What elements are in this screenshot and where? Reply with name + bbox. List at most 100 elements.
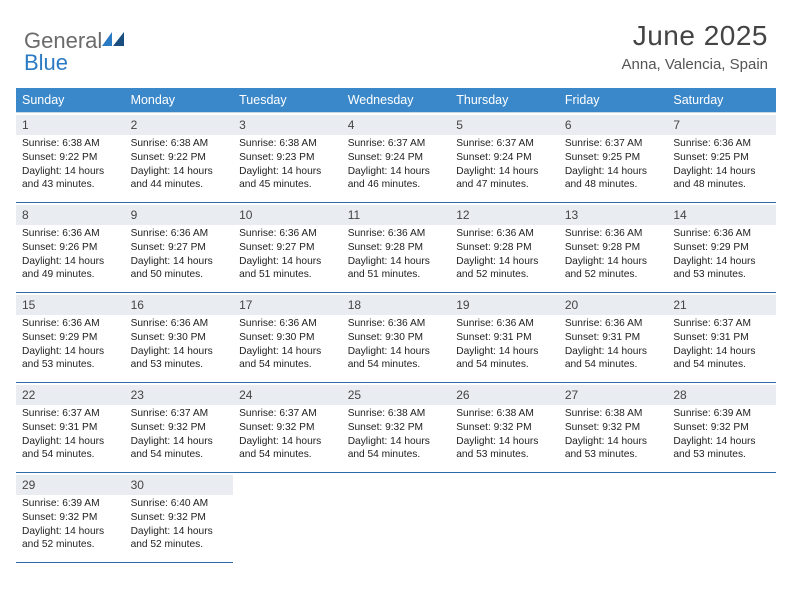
day-number: 17 <box>233 295 342 315</box>
sunrise-line: Sunrise: 6:40 AM <box>131 497 228 511</box>
sunrise-line: Sunrise: 6:36 AM <box>348 227 445 241</box>
daylight-line: Daylight: 14 hours and 45 minutes. <box>239 165 336 193</box>
sunrise-line: Sunrise: 6:36 AM <box>22 317 119 331</box>
sunset-line: Sunset: 9:32 PM <box>22 511 119 525</box>
sunset-line: Sunset: 9:24 PM <box>348 151 445 165</box>
sunset-line: Sunset: 9:25 PM <box>673 151 770 165</box>
daylight-line: Daylight: 14 hours and 52 minutes. <box>22 525 119 553</box>
sunset-line: Sunset: 9:29 PM <box>22 331 119 345</box>
weekday-header: Tuesday <box>233 88 342 113</box>
daylight-line: Daylight: 14 hours and 51 minutes. <box>348 255 445 283</box>
flag-icon <box>102 30 126 52</box>
sunset-line: Sunset: 9:30 PM <box>348 331 445 345</box>
daylight-line: Daylight: 14 hours and 53 minutes. <box>565 435 662 463</box>
sunrise-line: Sunrise: 6:37 AM <box>673 317 770 331</box>
sunset-line: Sunset: 9:32 PM <box>131 511 228 525</box>
daylight-line: Daylight: 14 hours and 48 minutes. <box>565 165 662 193</box>
sunset-line: Sunset: 9:31 PM <box>565 331 662 345</box>
sunrise-line: Sunrise: 6:38 AM <box>239 137 336 151</box>
calendar-empty-cell <box>450 473 559 563</box>
calendar-day-5: 5Sunrise: 6:37 AMSunset: 9:24 PMDaylight… <box>450 113 559 203</box>
sunset-line: Sunset: 9:27 PM <box>239 241 336 255</box>
calendar-day-16: 16Sunrise: 6:36 AMSunset: 9:30 PMDayligh… <box>125 293 234 383</box>
daylight-line: Daylight: 14 hours and 48 minutes. <box>673 165 770 193</box>
day-number: 28 <box>667 385 776 405</box>
brand-text: GeneralBlue <box>24 30 126 74</box>
calendar-day-12: 12Sunrise: 6:36 AMSunset: 9:28 PMDayligh… <box>450 203 559 293</box>
page-header: GeneralBlue June 2025 Anna, Valencia, Sp… <box>0 0 792 82</box>
day-number: 7 <box>667 115 776 135</box>
day-number: 2 <box>125 115 234 135</box>
daylight-line: Daylight: 14 hours and 54 minutes. <box>239 435 336 463</box>
calendar-day-26: 26Sunrise: 6:38 AMSunset: 9:32 PMDayligh… <box>450 383 559 473</box>
calendar-week-row: 1Sunrise: 6:38 AMSunset: 9:22 PMDaylight… <box>16 113 776 203</box>
sunrise-line: Sunrise: 6:36 AM <box>673 227 770 241</box>
calendar-day-3: 3Sunrise: 6:38 AMSunset: 9:23 PMDaylight… <box>233 113 342 203</box>
weekday-header: Friday <box>559 88 668 113</box>
day-number: 27 <box>559 385 668 405</box>
sunset-line: Sunset: 9:32 PM <box>673 421 770 435</box>
sunrise-line: Sunrise: 6:37 AM <box>565 137 662 151</box>
sunset-line: Sunset: 9:30 PM <box>239 331 336 345</box>
weekday-header: Thursday <box>450 88 559 113</box>
daylight-line: Daylight: 14 hours and 54 minutes. <box>239 345 336 373</box>
sunset-line: Sunset: 9:25 PM <box>565 151 662 165</box>
day-number: 20 <box>559 295 668 315</box>
sunrise-line: Sunrise: 6:38 AM <box>22 137 119 151</box>
daylight-line: Daylight: 14 hours and 52 minutes. <box>456 255 553 283</box>
daylight-line: Daylight: 14 hours and 47 minutes. <box>456 165 553 193</box>
daylight-line: Daylight: 14 hours and 54 minutes. <box>348 345 445 373</box>
weekday-header: Sunday <box>16 88 125 113</box>
calendar-day-18: 18Sunrise: 6:36 AMSunset: 9:30 PMDayligh… <box>342 293 451 383</box>
day-number: 29 <box>16 475 125 495</box>
month-title: June 2025 <box>622 20 769 52</box>
day-number: 8 <box>16 205 125 225</box>
sunrise-line: Sunrise: 6:38 AM <box>348 407 445 421</box>
calendar-day-28: 28Sunrise: 6:39 AMSunset: 9:32 PMDayligh… <box>667 383 776 473</box>
day-number: 23 <box>125 385 234 405</box>
sunset-line: Sunset: 9:28 PM <box>456 241 553 255</box>
day-number: 9 <box>125 205 234 225</box>
weekday-header: Saturday <box>667 88 776 113</box>
calendar-day-1: 1Sunrise: 6:38 AMSunset: 9:22 PMDaylight… <box>16 113 125 203</box>
sunset-line: Sunset: 9:22 PM <box>131 151 228 165</box>
calendar-day-9: 9Sunrise: 6:36 AMSunset: 9:27 PMDaylight… <box>125 203 234 293</box>
calendar-day-30: 30Sunrise: 6:40 AMSunset: 9:32 PMDayligh… <box>125 473 234 563</box>
daylight-line: Daylight: 14 hours and 52 minutes. <box>565 255 662 283</box>
sunset-line: Sunset: 9:24 PM <box>456 151 553 165</box>
sunrise-line: Sunrise: 6:39 AM <box>22 497 119 511</box>
daylight-line: Daylight: 14 hours and 54 minutes. <box>348 435 445 463</box>
sunrise-line: Sunrise: 6:36 AM <box>456 317 553 331</box>
day-number: 30 <box>125 475 234 495</box>
daylight-line: Daylight: 14 hours and 54 minutes. <box>673 345 770 373</box>
daylight-line: Daylight: 14 hours and 54 minutes. <box>22 435 119 463</box>
sunset-line: Sunset: 9:32 PM <box>565 421 662 435</box>
sunrise-line: Sunrise: 6:36 AM <box>131 227 228 241</box>
sunset-line: Sunset: 9:28 PM <box>565 241 662 255</box>
sunset-line: Sunset: 9:30 PM <box>131 331 228 345</box>
calendar-week-row: 15Sunrise: 6:36 AMSunset: 9:29 PMDayligh… <box>16 293 776 383</box>
calendar-day-14: 14Sunrise: 6:36 AMSunset: 9:29 PMDayligh… <box>667 203 776 293</box>
daylight-line: Daylight: 14 hours and 50 minutes. <box>131 255 228 283</box>
location-label: Anna, Valencia, Spain <box>622 56 769 73</box>
daylight-line: Daylight: 14 hours and 44 minutes. <box>131 165 228 193</box>
daylight-line: Daylight: 14 hours and 49 minutes. <box>22 255 119 283</box>
day-number: 19 <box>450 295 559 315</box>
sunset-line: Sunset: 9:22 PM <box>22 151 119 165</box>
daylight-line: Daylight: 14 hours and 53 minutes. <box>22 345 119 373</box>
calendar-day-7: 7Sunrise: 6:36 AMSunset: 9:25 PMDaylight… <box>667 113 776 203</box>
day-number: 4 <box>342 115 451 135</box>
title-block: June 2025 Anna, Valencia, Spain <box>622 20 769 73</box>
calendar-day-29: 29 Sunrise: 6:39 AMSunset: 9:32 PMDayligh… <box>16 473 125 563</box>
sunrise-line: Sunrise: 6:38 AM <box>131 137 228 151</box>
sunrise-line: Sunrise: 6:36 AM <box>456 227 553 241</box>
daylight-line: Daylight: 14 hours and 43 minutes. <box>22 165 119 193</box>
day-number: 24 <box>233 385 342 405</box>
sunrise-line: Sunrise: 6:36 AM <box>131 317 228 331</box>
sunrise-line: Sunrise: 6:36 AM <box>565 227 662 241</box>
calendar-day-10: 10Sunrise: 6:36 AMSunset: 9:27 PMDayligh… <box>233 203 342 293</box>
calendar-day-20: 20Sunrise: 6:36 AMSunset: 9:31 PMDayligh… <box>559 293 668 383</box>
sunset-line: Sunset: 9:29 PM <box>673 241 770 255</box>
sunset-line: Sunset: 9:26 PM <box>22 241 119 255</box>
daylight-line: Daylight: 14 hours and 51 minutes. <box>239 255 336 283</box>
